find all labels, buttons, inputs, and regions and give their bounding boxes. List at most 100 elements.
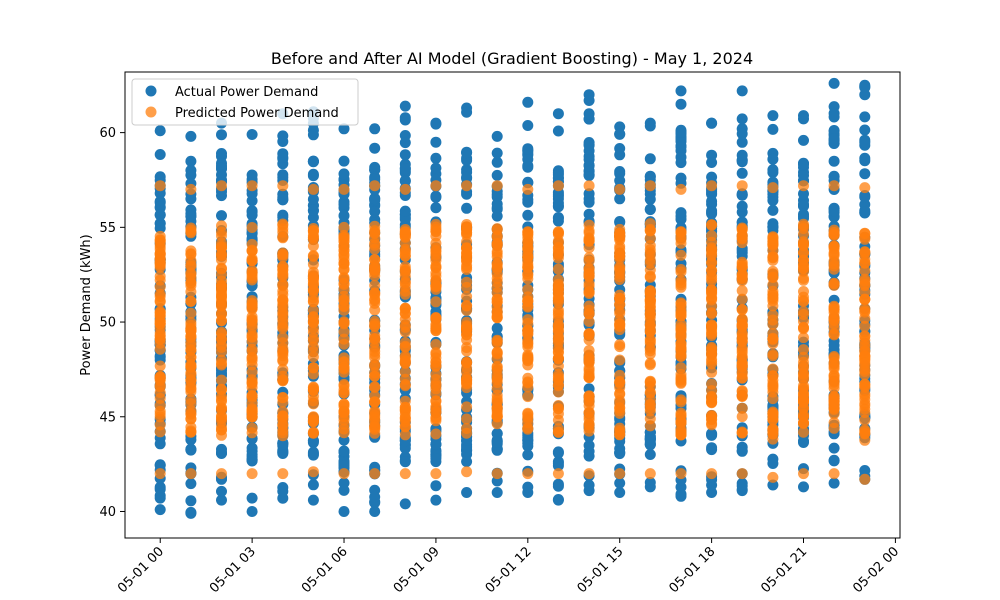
data-point bbox=[767, 350, 779, 362]
data-point bbox=[859, 275, 871, 287]
data-point bbox=[798, 382, 809, 394]
data-point bbox=[154, 360, 166, 372]
data-point bbox=[185, 286, 197, 298]
data-point bbox=[644, 335, 656, 347]
data-point bbox=[706, 195, 718, 207]
data-point bbox=[369, 227, 381, 239]
data-point bbox=[552, 353, 564, 365]
data-point bbox=[644, 449, 656, 460]
data-point bbox=[246, 355, 258, 366]
data-point bbox=[859, 111, 871, 123]
data-point bbox=[706, 180, 718, 192]
data-point bbox=[154, 481, 166, 493]
data-point bbox=[736, 136, 748, 148]
data-point bbox=[216, 279, 227, 291]
data-point bbox=[552, 293, 564, 304]
data-point bbox=[522, 143, 534, 155]
data-point bbox=[430, 180, 442, 192]
data-point bbox=[399, 498, 411, 510]
data-point bbox=[798, 188, 809, 200]
data-point bbox=[154, 281, 166, 293]
data-point bbox=[216, 485, 227, 497]
data-point bbox=[461, 401, 473, 413]
data-point bbox=[154, 209, 166, 221]
data-point bbox=[552, 108, 564, 120]
data-point bbox=[430, 296, 442, 308]
data-point bbox=[522, 268, 534, 280]
data-point bbox=[859, 136, 871, 148]
data-point bbox=[522, 183, 534, 195]
data-point bbox=[185, 211, 197, 222]
data-point bbox=[154, 438, 166, 450]
data-point bbox=[583, 252, 595, 264]
data-point bbox=[583, 354, 595, 366]
data-point bbox=[399, 340, 411, 352]
data-point bbox=[399, 412, 411, 424]
data-point bbox=[767, 318, 779, 330]
data-point bbox=[736, 188, 748, 200]
data-point bbox=[154, 125, 166, 137]
data-point bbox=[154, 149, 166, 160]
data-point bbox=[491, 130, 503, 142]
data-point bbox=[277, 194, 289, 206]
data-point bbox=[430, 406, 442, 418]
data-point bbox=[430, 438, 442, 450]
data-point bbox=[461, 180, 473, 192]
data-point bbox=[522, 391, 534, 403]
data-point bbox=[430, 480, 442, 492]
data-point bbox=[644, 120, 656, 132]
data-point bbox=[828, 277, 840, 289]
data-point bbox=[675, 226, 687, 238]
data-point bbox=[614, 318, 626, 330]
data-point bbox=[216, 241, 227, 253]
data-point bbox=[644, 223, 656, 235]
data-point bbox=[828, 370, 840, 382]
data-point bbox=[216, 468, 227, 480]
data-point bbox=[828, 468, 840, 480]
data-point bbox=[675, 249, 687, 261]
data-point bbox=[277, 294, 289, 306]
data-point bbox=[246, 180, 258, 192]
data-point bbox=[307, 412, 319, 423]
data-point bbox=[828, 352, 840, 364]
data-point bbox=[552, 237, 564, 249]
data-point bbox=[859, 82, 871, 93]
data-point bbox=[461, 291, 473, 302]
data-point bbox=[461, 423, 473, 434]
data-point bbox=[491, 352, 503, 364]
data-point bbox=[798, 200, 809, 212]
data-point bbox=[859, 303, 871, 315]
data-point bbox=[798, 255, 809, 266]
data-point bbox=[246, 169, 258, 181]
data-point bbox=[675, 266, 687, 278]
data-point bbox=[246, 422, 258, 434]
data-point bbox=[430, 136, 442, 148]
data-point bbox=[185, 222, 197, 234]
data-point bbox=[216, 374, 227, 386]
data-point bbox=[798, 332, 809, 344]
legend-entry-predicted: Predicted Power Demand bbox=[175, 106, 339, 121]
data-point bbox=[798, 344, 809, 356]
data-point bbox=[552, 180, 564, 192]
data-point bbox=[216, 129, 227, 141]
data-point bbox=[430, 118, 442, 130]
data-point bbox=[859, 206, 871, 218]
data-point bbox=[675, 310, 687, 322]
data-point bbox=[461, 202, 473, 214]
data-point bbox=[277, 151, 289, 163]
data-point bbox=[552, 480, 564, 492]
data-point bbox=[430, 415, 442, 427]
data-point bbox=[277, 468, 289, 480]
data-point bbox=[154, 257, 166, 269]
data-point bbox=[644, 326, 656, 338]
data-point bbox=[859, 182, 871, 194]
data-point bbox=[491, 374, 503, 386]
data-point bbox=[491, 237, 503, 249]
legend: Actual Power Demand Predicted Power Dema… bbox=[131, 78, 359, 126]
data-point bbox=[798, 272, 809, 284]
data-point bbox=[828, 133, 840, 144]
data-point bbox=[583, 180, 595, 192]
data-point bbox=[522, 295, 534, 307]
data-point bbox=[706, 171, 718, 183]
data-point bbox=[706, 428, 718, 440]
